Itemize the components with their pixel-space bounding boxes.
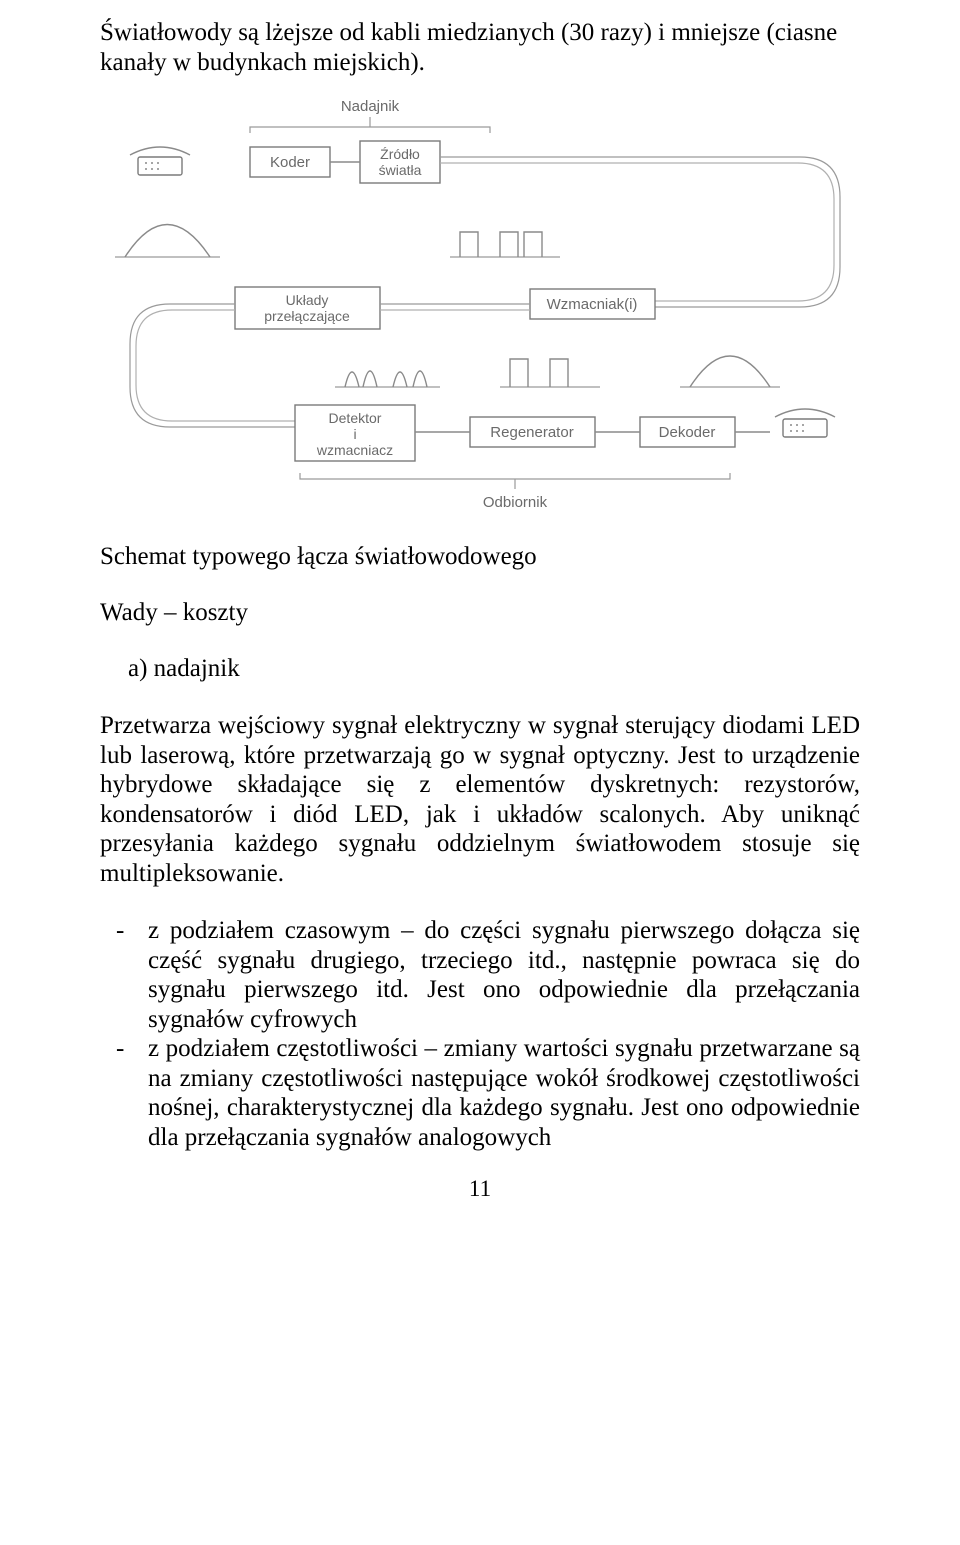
- diagram-svg: Nadajnik Koder Źró: [100, 97, 860, 517]
- svg-text:wzmacniacz: wzmacniacz: [316, 442, 393, 458]
- label-odbiornik: Odbiornik: [483, 494, 548, 511]
- fiber-link-diagram: Nadajnik Koder Źró: [100, 97, 860, 517]
- box-detektor: Detektor i wzmacniacz: [295, 405, 415, 461]
- svg-text:Dekoder: Dekoder: [659, 424, 716, 441]
- svg-text:Regenerator: Regenerator: [490, 424, 573, 441]
- box-dekoder: Dekoder: [640, 417, 735, 447]
- digital-pulses-top: [450, 232, 560, 257]
- body-paragraph-nadajnik: Przetwarza wejściowy sygnał elektryczny …: [100, 711, 860, 888]
- label-nadajnik: Nadajnik: [341, 98, 400, 115]
- list-item: z podziałem czasowym – do części sygnału…: [100, 916, 860, 1034]
- bracket-nadajnik: [250, 127, 490, 133]
- sub-heading-a: a) nadajnik: [128, 655, 860, 683]
- box-uklady: Układy przełączające: [235, 287, 380, 329]
- analog-wave-top: [115, 225, 220, 258]
- box-koder: Koder: [250, 147, 330, 177]
- page-number: 11: [100, 1176, 860, 1202]
- fiber-mid-run: [380, 304, 530, 310]
- regenerated-pulses: [500, 359, 600, 387]
- intro-paragraph: Światłowody są lżejsze od kabli miedzian…: [100, 18, 860, 77]
- document-page: Światłowody są lżejsze od kabli miedzian…: [0, 0, 960, 1232]
- svg-text:Detektor: Detektor: [329, 410, 382, 426]
- svg-text:Układy: Układy: [286, 292, 329, 308]
- box-regenerator: Regenerator: [470, 417, 595, 447]
- attenuated-humps: [335, 371, 440, 387]
- analog-wave-bottom: [680, 356, 780, 387]
- section-title-wady: Wady – koszty: [100, 599, 860, 627]
- multiplexing-list: z podziałem czasowym – do części sygnału…: [100, 916, 860, 1152]
- svg-text:światła: światła: [379, 162, 422, 178]
- box-wzmacniak: Wzmacniak(i): [530, 289, 655, 319]
- svg-text:Źródło: Źródło: [380, 146, 420, 162]
- svg-text:i: i: [353, 426, 356, 442]
- diagram-caption: Schemat typowego łącza światłowodowego: [100, 543, 860, 571]
- bracket-odbiornik: [300, 473, 730, 479]
- svg-text:Wzmacniak(i): Wzmacniak(i): [547, 296, 638, 313]
- svg-text:Koder: Koder: [270, 154, 310, 171]
- phone-icon-bottom: [775, 409, 835, 437]
- phone-icon-top: [130, 147, 190, 175]
- list-item: z podziałem częstotliwości – zmiany wart…: [100, 1034, 860, 1152]
- box-zrodlo: Źródło światła: [360, 141, 440, 183]
- svg-text:przełączające: przełączające: [264, 308, 350, 324]
